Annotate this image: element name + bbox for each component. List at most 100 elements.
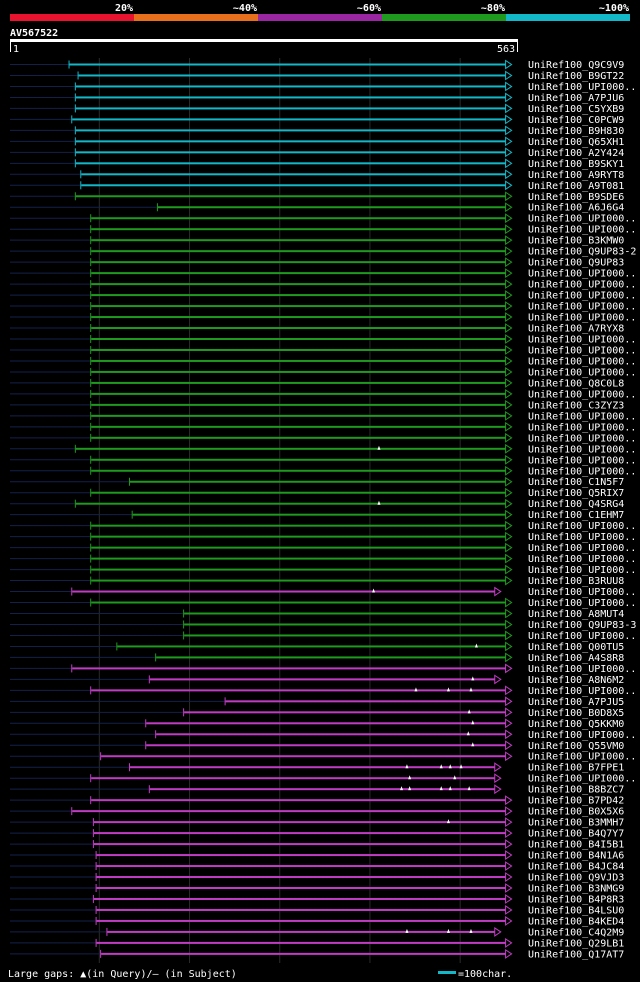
hit-bar (75, 107, 507, 110)
hit-bar (157, 206, 507, 209)
hit-start-tick (95, 873, 97, 882)
hit-row: UniRef100_UPI000.. (10, 290, 636, 302)
query-start-tick (10, 42, 11, 52)
hit-arrow (494, 926, 502, 937)
hit-label: UniRef100_B4Q7Y7 (528, 829, 624, 840)
hit-start-tick (90, 378, 92, 387)
hit-bar (101, 755, 507, 758)
hit-row: UniRef100_Q9VJD3 (10, 872, 624, 884)
hit-row: UniRef100_Q5KKM0 (10, 718, 624, 730)
hit-arrow (505, 443, 513, 454)
query-end-label: 563 (497, 44, 515, 55)
hit-row: UniRef100_B4N1A6 (10, 850, 624, 862)
hit-label: UniRef100_Q9UP83 (528, 258, 624, 269)
hit-label: UniRef100_B4I5B1 (528, 840, 624, 851)
hit-label: UniRef100_B8BZC7 (528, 785, 624, 796)
hit-bar (91, 491, 507, 494)
hit-label: UniRef100_B0X5X6 (528, 807, 624, 818)
hit-arrow (505, 905, 513, 915)
hit-start-tick (90, 422, 92, 431)
hit-row: UniRef100_Q4SRG4 (10, 498, 624, 510)
hit-row: UniRef100_UPI000.. (10, 388, 636, 400)
hit-bar (91, 327, 507, 330)
hit-row: UniRef100_B4Q7Y7 (10, 828, 624, 840)
hit-bar (132, 513, 507, 516)
hit-start-tick (95, 905, 97, 914)
query-gap-marker (471, 720, 475, 725)
hit-label: UniRef100_Q55VM0 (528, 741, 624, 752)
hit-label: UniRef100_Q65XH1 (528, 137, 624, 148)
hit-arrow (505, 180, 513, 191)
hit-bar (93, 897, 507, 900)
hit-row: UniRef100_B9H830 (10, 125, 624, 137)
identity-scale-label: ~100% (599, 3, 629, 14)
hit-arrow (505, 553, 513, 564)
hit-bar (75, 96, 507, 99)
hit-arrow (505, 202, 513, 213)
hit-arrow (505, 399, 513, 410)
hit-label: UniRef100_Q4SRG4 (528, 499, 624, 510)
hit-bar (96, 876, 507, 879)
hit-bar (75, 151, 507, 154)
hit-start-tick (148, 785, 150, 794)
hit-row: UniRef100_A2Y424 (10, 147, 624, 159)
hit-label: UniRef100_UPI000.. (528, 565, 636, 576)
hit-label: UniRef100_UPI000.. (528, 466, 636, 477)
query-bar (10, 39, 518, 42)
hit-label: UniRef100_UPI000.. (528, 411, 636, 422)
hit-bar (72, 810, 507, 813)
hit-bar (107, 930, 496, 933)
hit-start-tick (116, 642, 118, 651)
hit-arrow (505, 465, 513, 476)
hit-arrow (505, 290, 513, 301)
hit-label: UniRef100_B4N1A6 (528, 851, 624, 862)
hit-bar (149, 788, 496, 791)
hit-row: UniRef100_A6J6G4 (10, 202, 624, 214)
hit-label: UniRef100_C1N5F7 (528, 477, 624, 488)
hit-start-tick (90, 400, 92, 409)
hit-arrow (505, 696, 513, 707)
hit-bar (91, 239, 507, 242)
hit-row: UniRef100_C1N5F7 (10, 476, 624, 488)
gaps-legend: Large gaps: ▲(in Query)/— (in Subject) (8, 969, 237, 980)
hit-row: UniRef100_B0X5X6 (10, 806, 624, 818)
hit-arrow (494, 586, 502, 597)
query-name: AV567522 (10, 28, 58, 39)
identity-scale-label: ~40% (233, 3, 257, 14)
hit-bar (91, 381, 507, 384)
hit-label: UniRef100_A7RYX8 (528, 324, 624, 335)
hit-bar (184, 634, 507, 637)
hit-arrow (505, 487, 513, 498)
hit-start-tick (224, 697, 226, 706)
hit-label: UniRef100_A8N6M2 (528, 675, 624, 686)
scale-legend: =100char. (458, 969, 512, 980)
hit-start-tick (74, 104, 76, 113)
hit-arrow (505, 410, 513, 421)
hit-bar (146, 722, 507, 725)
hit-bar (91, 370, 507, 373)
identity-scale-label: ~60% (357, 3, 381, 14)
hit-label: UniRef100_UPI000.. (528, 433, 636, 444)
query-gap-marker (408, 786, 412, 791)
hit-start-tick (90, 367, 92, 376)
hit-start-tick (74, 192, 76, 201)
hit-label: UniRef100_B3NMG9 (528, 884, 624, 895)
hit-label: UniRef100_C0PCW9 (528, 115, 624, 126)
identity-scale-label: ~80% (481, 3, 505, 14)
hit-label: UniRef100_C1EHM7 (528, 510, 624, 521)
hit-start-tick (145, 741, 147, 750)
hit-bar (96, 887, 507, 889)
hit-arrow (505, 235, 513, 246)
hit-row: UniRef100_UPI000.. (10, 312, 636, 324)
hit-arrow (505, 948, 513, 959)
query-gap-marker (446, 928, 450, 933)
hit-start-tick (71, 587, 73, 596)
scale-swatch (438, 971, 456, 974)
hit-bar (75, 447, 507, 450)
hit-row: UniRef100_Q9UP83-3 (10, 619, 636, 631)
hit-start-tick (80, 181, 82, 190)
hit-row: UniRef100_UPI000.. (10, 224, 636, 236)
hit-label: UniRef100_Q29LB1 (528, 938, 624, 949)
hit-arrow (505, 432, 513, 443)
hit-arrow (505, 883, 513, 893)
